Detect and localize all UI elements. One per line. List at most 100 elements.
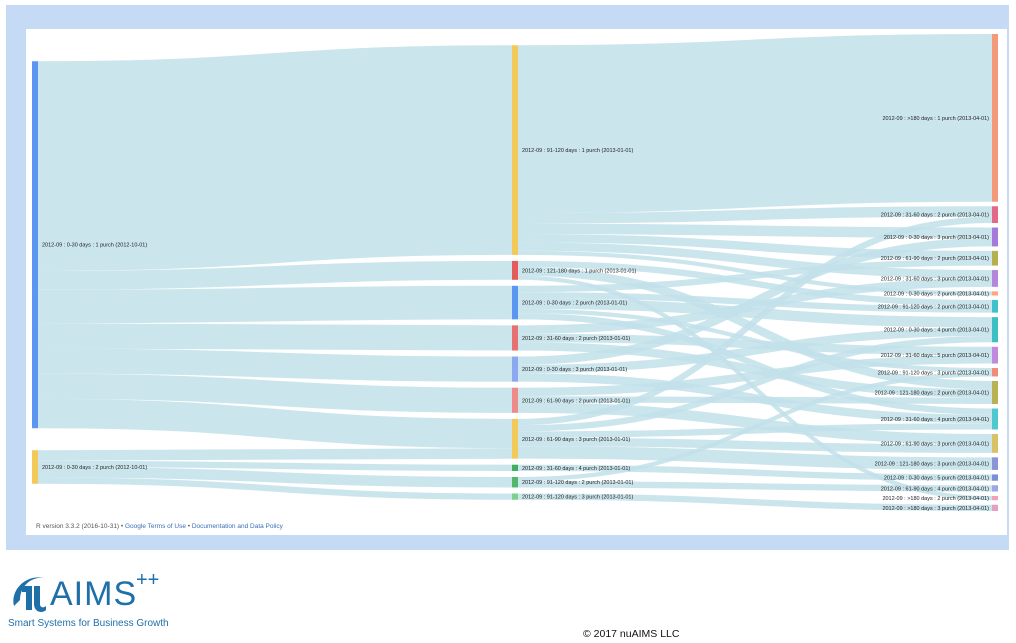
flow-link bbox=[37, 466, 513, 488]
flow-link bbox=[517, 313, 993, 415]
nu-swoosh-icon bbox=[13, 577, 46, 612]
sankey-node-c17[interactable] bbox=[992, 504, 998, 511]
sankey-node-c12[interactable] bbox=[992, 433, 998, 453]
policy-link[interactable]: Documentation and Data Policy bbox=[191, 523, 283, 530]
flow-link bbox=[37, 260, 513, 290]
sankey-node-c13[interactable] bbox=[992, 457, 998, 470]
footer-separator: • bbox=[119, 523, 125, 530]
sankey-node-label: 2012-09 : 0-30 days : 3 purch (2013-04-0… bbox=[884, 235, 989, 241]
flow-link bbox=[37, 285, 513, 324]
flow-link bbox=[517, 233, 993, 260]
sankey-node-c7[interactable] bbox=[992, 317, 998, 343]
flow-link bbox=[517, 396, 993, 405]
sankey-node-c3[interactable] bbox=[992, 250, 998, 266]
sankey-node-c4[interactable] bbox=[992, 270, 998, 287]
flow-link bbox=[37, 45, 513, 271]
sankey-node-c2[interactable] bbox=[992, 227, 998, 247]
sankey-node-b0[interactable] bbox=[512, 45, 518, 255]
flow-link bbox=[517, 238, 993, 365]
sankey-node-label: 2012-09 : 91-120 days : 2 purch (2013-04… bbox=[878, 304, 989, 310]
flow-link bbox=[517, 333, 993, 356]
sankey-node-b1[interactable] bbox=[512, 260, 518, 280]
flow-link bbox=[517, 437, 993, 453]
sankey-node-label: 2012-09 : 0-30 days : 3 purch (2013-01-0… bbox=[522, 367, 627, 373]
footer-separator: • bbox=[185, 523, 192, 530]
flow-link bbox=[517, 372, 993, 482]
flow-link bbox=[517, 260, 993, 307]
sankey-node-label: 2012-09 : 121-180 days : 1 purch (2013-0… bbox=[522, 268, 637, 274]
flow-link bbox=[517, 342, 993, 398]
sankey-node-b4[interactable] bbox=[512, 356, 518, 382]
sankey-node-b2[interactable] bbox=[512, 285, 518, 320]
flow-link bbox=[517, 242, 993, 279]
sankey-node-label: 2012-09 : 31-60 days : 4 purch (2013-04-… bbox=[881, 417, 989, 423]
sankey-node-c15[interactable] bbox=[992, 485, 998, 492]
terms-link[interactable]: Google Terms of Use bbox=[125, 523, 186, 530]
flow-link bbox=[517, 446, 993, 470]
sankey-node-label: 2012-09 : 0-30 days : 2 purch (2013-04-0… bbox=[884, 291, 989, 297]
sankey-node-label: 2012-09 : 61-90 days : 2 purch (2013-04-… bbox=[881, 256, 989, 262]
sankey-node-label: 2012-09 : 61-90 days : 3 purch (2013-01-… bbox=[522, 437, 630, 443]
flow-link bbox=[517, 481, 993, 492]
sankey-node-label: 2012-09 : >180 days : 2 purch (2013-04-0… bbox=[882, 496, 989, 502]
brand-superscript: ++ bbox=[136, 569, 160, 591]
sankey-node-label: 2012-09 : 31-60 days : 2 purch (2013-01-… bbox=[522, 336, 630, 342]
sankey-node-label: 2012-09 : 61-90 days : 2 purch (2013-01-… bbox=[522, 398, 630, 404]
flow-link bbox=[517, 298, 993, 328]
sankey-node-a0[interactable] bbox=[32, 61, 38, 429]
sankey-node-label: 2012-09 : 121-180 days : 3 purch (2013-0… bbox=[875, 462, 990, 468]
sankey-node-c14[interactable] bbox=[992, 474, 998, 481]
sankey-node-label: 2012-09 : 121-180 days : 2 purch (2013-0… bbox=[875, 390, 990, 396]
sankey-node-label: 2012-09 : 61-90 days : 4 purch (2013-04-… bbox=[881, 486, 989, 492]
sankey-node-c5[interactable] bbox=[992, 291, 998, 296]
nuaims-logo: AIMS ++ Smart Systems for Business Growt… bbox=[8, 569, 178, 634]
sankey-node-label: 2012-09 : 91-120 days : 1 purch (2013-01… bbox=[522, 148, 633, 154]
sankey-node-label: 2012-09 : 0-30 days : 4 purch (2013-04-0… bbox=[884, 328, 989, 334]
sankey-diagram: 2012-09 : 0-30 days : 1 purch (2012-10-0… bbox=[32, 33, 998, 512]
sankey-node-c6[interactable] bbox=[992, 300, 998, 313]
sankey-node-c0[interactable] bbox=[992, 34, 998, 202]
sankey-node-c1[interactable] bbox=[992, 206, 998, 224]
nodes-layer bbox=[32, 34, 998, 511]
r-session-footer: R version 3.3.2 (2016-10-31) • Google Te… bbox=[36, 523, 283, 530]
flow-link bbox=[517, 33, 993, 213]
flow-link bbox=[517, 216, 993, 426]
sankey-node-b6[interactable] bbox=[512, 418, 518, 459]
sankey-node-label: 2012-09 : 0-30 days : 5 purch (2013-04-0… bbox=[884, 476, 989, 482]
brand-name: AIMS bbox=[50, 575, 138, 613]
flow-link bbox=[517, 206, 993, 224]
flow-link bbox=[517, 327, 993, 374]
sankey-node-label: 2012-09 : 61-90 days : 3 purch (2013-04-… bbox=[881, 441, 989, 447]
sankey-panel: 2012-09 : 0-30 days : 1 purch (2012-10-0… bbox=[26, 29, 1007, 535]
sankey-node-a1[interactable] bbox=[32, 450, 38, 484]
sankey-node-b3[interactable] bbox=[512, 325, 518, 351]
flow-link bbox=[517, 464, 993, 481]
sankey-node-label: 2012-09 : 31-60 days : 5 purch (2013-04-… bbox=[881, 353, 989, 359]
flow-link bbox=[517, 493, 993, 512]
sankey-node-c16[interactable] bbox=[992, 496, 998, 501]
labels-layer: 2012-09 : 0-30 days : 1 purch (2012-10-0… bbox=[42, 116, 989, 512]
sankey-node-label: 2012-09 : 31-60 days : 3 purch (2013-04-… bbox=[881, 276, 989, 282]
sankey-node-b7[interactable] bbox=[512, 464, 518, 471]
sankey-node-label: 2012-09 : 91-120 days : 2 purch (2013-01… bbox=[522, 480, 633, 486]
sankey-node-b5[interactable] bbox=[512, 387, 518, 413]
flow-link bbox=[37, 373, 513, 413]
sankey-node-c9[interactable] bbox=[992, 368, 998, 377]
flow-link bbox=[37, 398, 513, 449]
flow-link bbox=[517, 259, 993, 293]
flow-link bbox=[37, 448, 513, 461]
sankey-node-c11[interactable] bbox=[992, 408, 998, 430]
flow-link bbox=[517, 355, 993, 397]
sankey-node-c8[interactable] bbox=[992, 346, 998, 364]
brand-tagline: Smart Systems for Business Growth bbox=[8, 618, 169, 629]
flow-link bbox=[37, 348, 513, 382]
flow-link bbox=[517, 335, 993, 432]
flow-link bbox=[517, 423, 993, 438]
sankey-node-label: 2012-09 : 31-60 days : 4 purch (2013-01-… bbox=[522, 466, 630, 472]
sankey-node-b8[interactable] bbox=[512, 476, 518, 488]
sankey-node-label: 2012-09 : 91-120 days : 3 purch (2013-01… bbox=[522, 495, 633, 501]
links-layer bbox=[37, 33, 993, 512]
sankey-node-c10[interactable] bbox=[992, 380, 998, 405]
sankey-node-b9[interactable] bbox=[512, 493, 518, 500]
r-version-text: R version 3.3.2 (2016-10-31) bbox=[36, 523, 120, 530]
